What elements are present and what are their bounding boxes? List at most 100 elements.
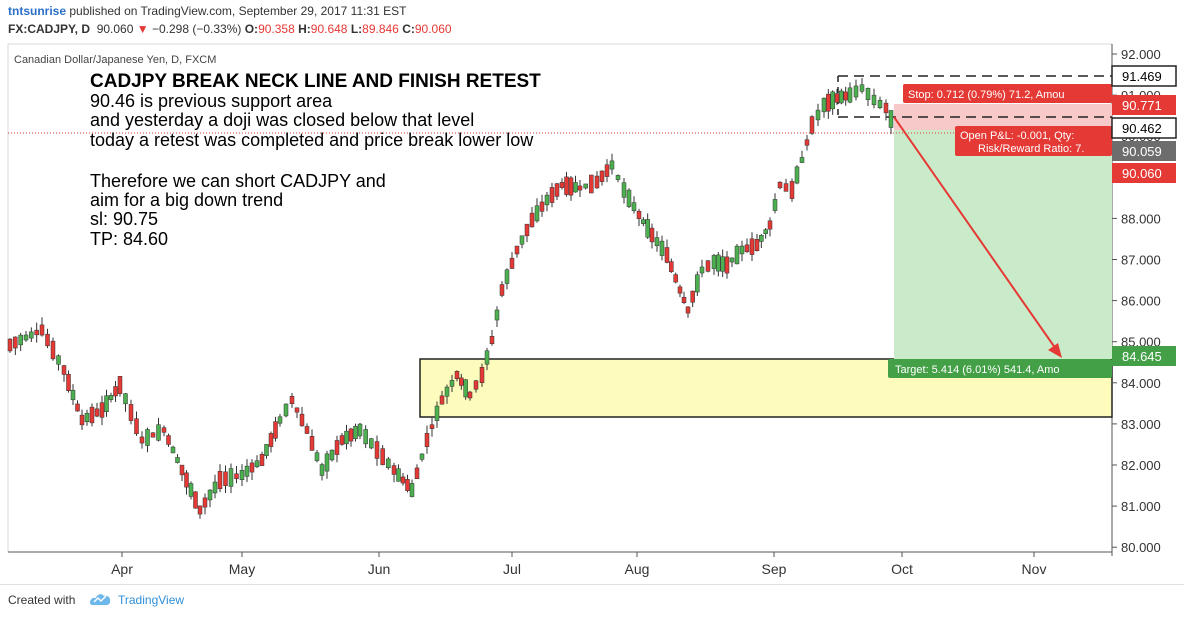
candle-body [188, 483, 194, 497]
candle-body [217, 470, 223, 490]
candle-body [348, 428, 354, 442]
price-tick-label: 87.000 [1121, 253, 1161, 268]
candle-body [514, 245, 520, 255]
footer: Created with TradingView [0, 584, 1184, 617]
candle-body [207, 489, 213, 501]
candle-body [117, 376, 123, 394]
candle-body [29, 331, 34, 339]
candle-body [254, 460, 260, 468]
candle-body [449, 380, 455, 387]
close-label: C: [402, 22, 415, 36]
candle-body [479, 367, 485, 383]
candle-body [414, 467, 420, 479]
candle-body [695, 274, 700, 293]
candle-body [809, 116, 815, 134]
candle-body [13, 336, 18, 349]
trend-arrow-line[interactable] [893, 116, 1059, 353]
candle-body [268, 433, 274, 447]
candle-body [223, 471, 228, 486]
candle-body [568, 177, 574, 196]
candle-body [23, 334, 29, 341]
quote-line: FX:CADJPY, D 90.060 ▼ −0.298 (−0.33%) O:… [8, 22, 452, 36]
stop-label-bg[interactable] [903, 84, 1112, 103]
candle-body [228, 468, 234, 487]
candle-body [759, 234, 764, 242]
candle-body [50, 340, 56, 360]
candle-body [166, 435, 171, 445]
candle-body [289, 395, 295, 405]
candle-body [720, 256, 725, 272]
author-link[interactable]: tntsunrise [8, 4, 67, 18]
candle-body [179, 464, 185, 476]
target-label-bg[interactable] [888, 359, 1112, 378]
candle-body [314, 452, 320, 461]
candle-body [763, 229, 768, 234]
candle-body [529, 212, 535, 228]
candle-body [380, 448, 385, 465]
tradingview-brand-link[interactable]: TradingView [118, 593, 185, 607]
candle-body [161, 427, 167, 433]
tradingview-logo-icon[interactable] [88, 591, 112, 607]
candle-body [113, 386, 118, 397]
candle-body [193, 491, 198, 509]
pl-label-bg[interactable] [955, 126, 1112, 156]
candle-body [669, 261, 674, 273]
candle-body [334, 440, 340, 455]
time-axis[interactable]: Apr May Jun Jul Aug Sep Oct Nov [111, 552, 1046, 577]
candle-body [783, 183, 789, 192]
candle-body [509, 257, 515, 269]
candle-body [139, 436, 145, 444]
candle-body [197, 505, 203, 515]
candle-body [369, 438, 374, 449]
candle-body [830, 91, 835, 110]
candle-body [277, 416, 283, 424]
time-tick-label: May [229, 561, 255, 577]
stop-label: Stop: 0.712 (0.79%) 71.2, Amou [908, 89, 1065, 101]
candle-body [621, 182, 627, 198]
idea-line-4: Therefore we can short CADJPY and [90, 171, 386, 191]
price-change: −0.298 (−0.33%) [151, 22, 242, 36]
candle-body [499, 284, 505, 296]
candle-body [789, 181, 795, 199]
candle-body [79, 414, 85, 426]
idea-line-6: sl: 90.75 [90, 209, 158, 229]
candle-body [804, 139, 810, 146]
badge-last-close-bg [1112, 141, 1176, 161]
candle-body [589, 174, 594, 194]
candle-body [459, 377, 464, 386]
candle-body [677, 286, 683, 294]
candle-body [391, 465, 397, 475]
candle-body [559, 182, 565, 188]
price-chart[interactable]: Canadian Dollar/Japanese Yen, D, FXCM CA… [0, 40, 1184, 584]
candle-body [549, 187, 555, 203]
candle-body [843, 91, 848, 101]
candle-body [815, 109, 821, 121]
candle-body [249, 462, 255, 473]
candle-body [504, 269, 510, 284]
candle-body [489, 335, 495, 345]
candle-body [170, 446, 176, 454]
low-value: 89.846 [362, 22, 399, 36]
candle-body [877, 99, 883, 109]
candle-body [473, 380, 479, 390]
candle-body [89, 406, 95, 424]
candle-body [749, 238, 755, 255]
candle-body [631, 202, 637, 211]
candle-body [799, 157, 805, 163]
badge-entry: 90.462 [1122, 121, 1162, 136]
open-value: 90.358 [258, 22, 295, 36]
candle-body [324, 453, 330, 472]
symbol-label: FX:CADJPY, D [8, 22, 91, 36]
candle-body [18, 334, 23, 346]
idea-line-7: TP: 84.60 [90, 229, 168, 249]
candle-body [654, 237, 660, 246]
idea-title: CADJPY BREAK NECK LINE AND FINISH RETEST [90, 71, 541, 92]
candle-body [357, 423, 363, 437]
candle-body [45, 333, 50, 347]
idea-line-3: today a retest was completed and price b… [90, 130, 534, 150]
candle-body [319, 464, 325, 476]
down-arrow-icon: ▼ [136, 22, 149, 36]
candle-body [405, 479, 410, 491]
candle-body [673, 274, 678, 283]
candle-body [304, 426, 310, 434]
